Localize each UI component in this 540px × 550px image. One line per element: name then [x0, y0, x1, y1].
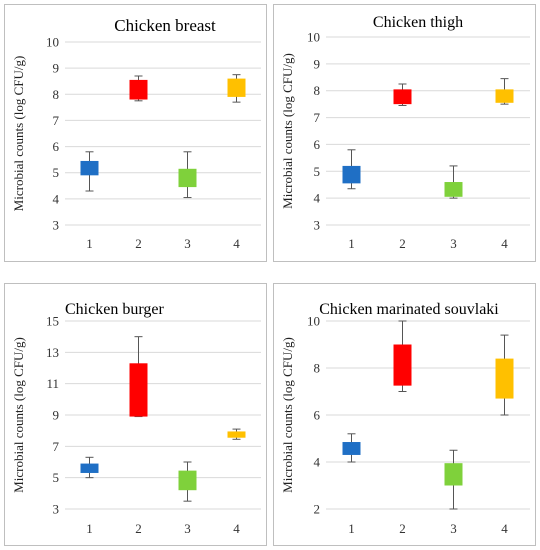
panel-chicken-burger: Chicken burger Microbial counts (log CFU/… [4, 283, 267, 546]
y-axis-label: Microbial counts (log CFU/g) [280, 53, 295, 209]
y-tick-label: 9 [53, 61, 60, 76]
y-tick-label: 4 [314, 191, 321, 206]
y-tick-label: 8 [314, 83, 321, 98]
box-4 [495, 89, 514, 103]
y-axis-label: Microbial counts (log CFU/g) [11, 337, 26, 493]
chart-title: Chicken thigh [373, 14, 463, 31]
box-3 [444, 182, 463, 197]
y-tick-label: 9 [314, 56, 321, 71]
y-tick-label: 3 [314, 218, 321, 233]
chart-chicken-thigh: Chicken thigh Microbial counts (log CFU/g… [280, 14, 530, 251]
x-tick-label: 2 [399, 236, 406, 251]
x-tick-label: 4 [233, 521, 240, 536]
y-tick-label: 11 [46, 376, 59, 391]
box-1 [342, 442, 361, 455]
y-tick-label: 4 [53, 191, 60, 206]
y-tick-label: 3 [53, 218, 60, 233]
chart-title: Chicken breast [114, 16, 216, 35]
y-tick-label: 13 [46, 345, 59, 360]
y-tick-label: 5 [53, 470, 60, 485]
y-tick-label: 10 [46, 35, 59, 50]
box-1 [80, 463, 99, 473]
panel-chicken-marinated-souvlaki: Chicken marinated souvlaki Microbial coun… [273, 283, 536, 546]
y-tick-label: 2 [314, 502, 321, 517]
box-2 [393, 344, 412, 386]
y-tick-label: 3 [53, 502, 60, 517]
x-tick-label: 3 [184, 521, 191, 536]
chart-chicken-breast: Chicken breast Microbial counts (log CFU/… [11, 16, 261, 251]
y-tick-label: 7 [53, 439, 60, 454]
y-tick-label: 6 [314, 137, 321, 152]
x-tick-label: 4 [501, 236, 508, 251]
box-3 [444, 463, 463, 486]
box-4 [227, 78, 246, 97]
panel-chicken-breast: Chicken breast Microbial counts (log CFU/… [4, 4, 267, 262]
y-tick-label: 15 [46, 314, 59, 329]
x-tick-label: 2 [135, 521, 142, 536]
chart-chicken-burger: Chicken burger Microbial counts (log CFU/… [11, 301, 261, 536]
y-axis-label: Microbial counts (log CFU/g) [280, 337, 295, 493]
box-1 [80, 160, 99, 176]
x-tick-label: 3 [450, 521, 457, 536]
x-tick-label: 3 [450, 236, 457, 251]
x-tick-label: 4 [501, 521, 508, 536]
y-tick-label: 7 [314, 110, 321, 125]
y-tick-label: 10 [307, 314, 320, 329]
box-4 [495, 358, 514, 399]
box-4 [227, 431, 246, 438]
x-tick-label: 1 [348, 236, 355, 251]
panel-chicken-thigh: Chicken thigh Microbial counts (log CFU/g… [273, 4, 536, 262]
x-tick-label: 1 [348, 521, 355, 536]
y-axis-label: Microbial counts (log CFU/g) [11, 56, 26, 212]
y-tick-label: 6 [314, 408, 321, 423]
box-3 [178, 470, 197, 491]
x-tick-label: 1 [86, 236, 93, 251]
box-2 [393, 89, 412, 105]
x-tick-label: 2 [135, 236, 142, 251]
chart-title: Chicken marinated souvlaki [319, 301, 499, 318]
chart-title: Chicken burger [65, 301, 164, 318]
x-tick-label: 3 [184, 236, 191, 251]
y-tick-label: 5 [314, 164, 321, 179]
x-tick-label: 1 [86, 521, 93, 536]
box-2 [129, 79, 148, 100]
box-1 [342, 165, 361, 184]
y-tick-label: 8 [53, 87, 60, 102]
y-tick-label: 10 [307, 30, 320, 45]
y-tick-label: 7 [53, 113, 60, 128]
box-3 [178, 168, 197, 188]
chart-chicken-marinated-souvlaki: Chicken marinated souvlaki Microbial coun… [280, 301, 530, 536]
y-tick-label: 5 [53, 165, 60, 180]
y-tick-label: 8 [314, 361, 321, 376]
y-tick-label: 6 [53, 139, 60, 154]
y-tick-label: 4 [314, 455, 321, 470]
y-tick-label: 9 [53, 408, 60, 423]
x-tick-label: 2 [399, 521, 406, 536]
box-2 [129, 363, 148, 417]
x-tick-label: 4 [233, 236, 240, 251]
